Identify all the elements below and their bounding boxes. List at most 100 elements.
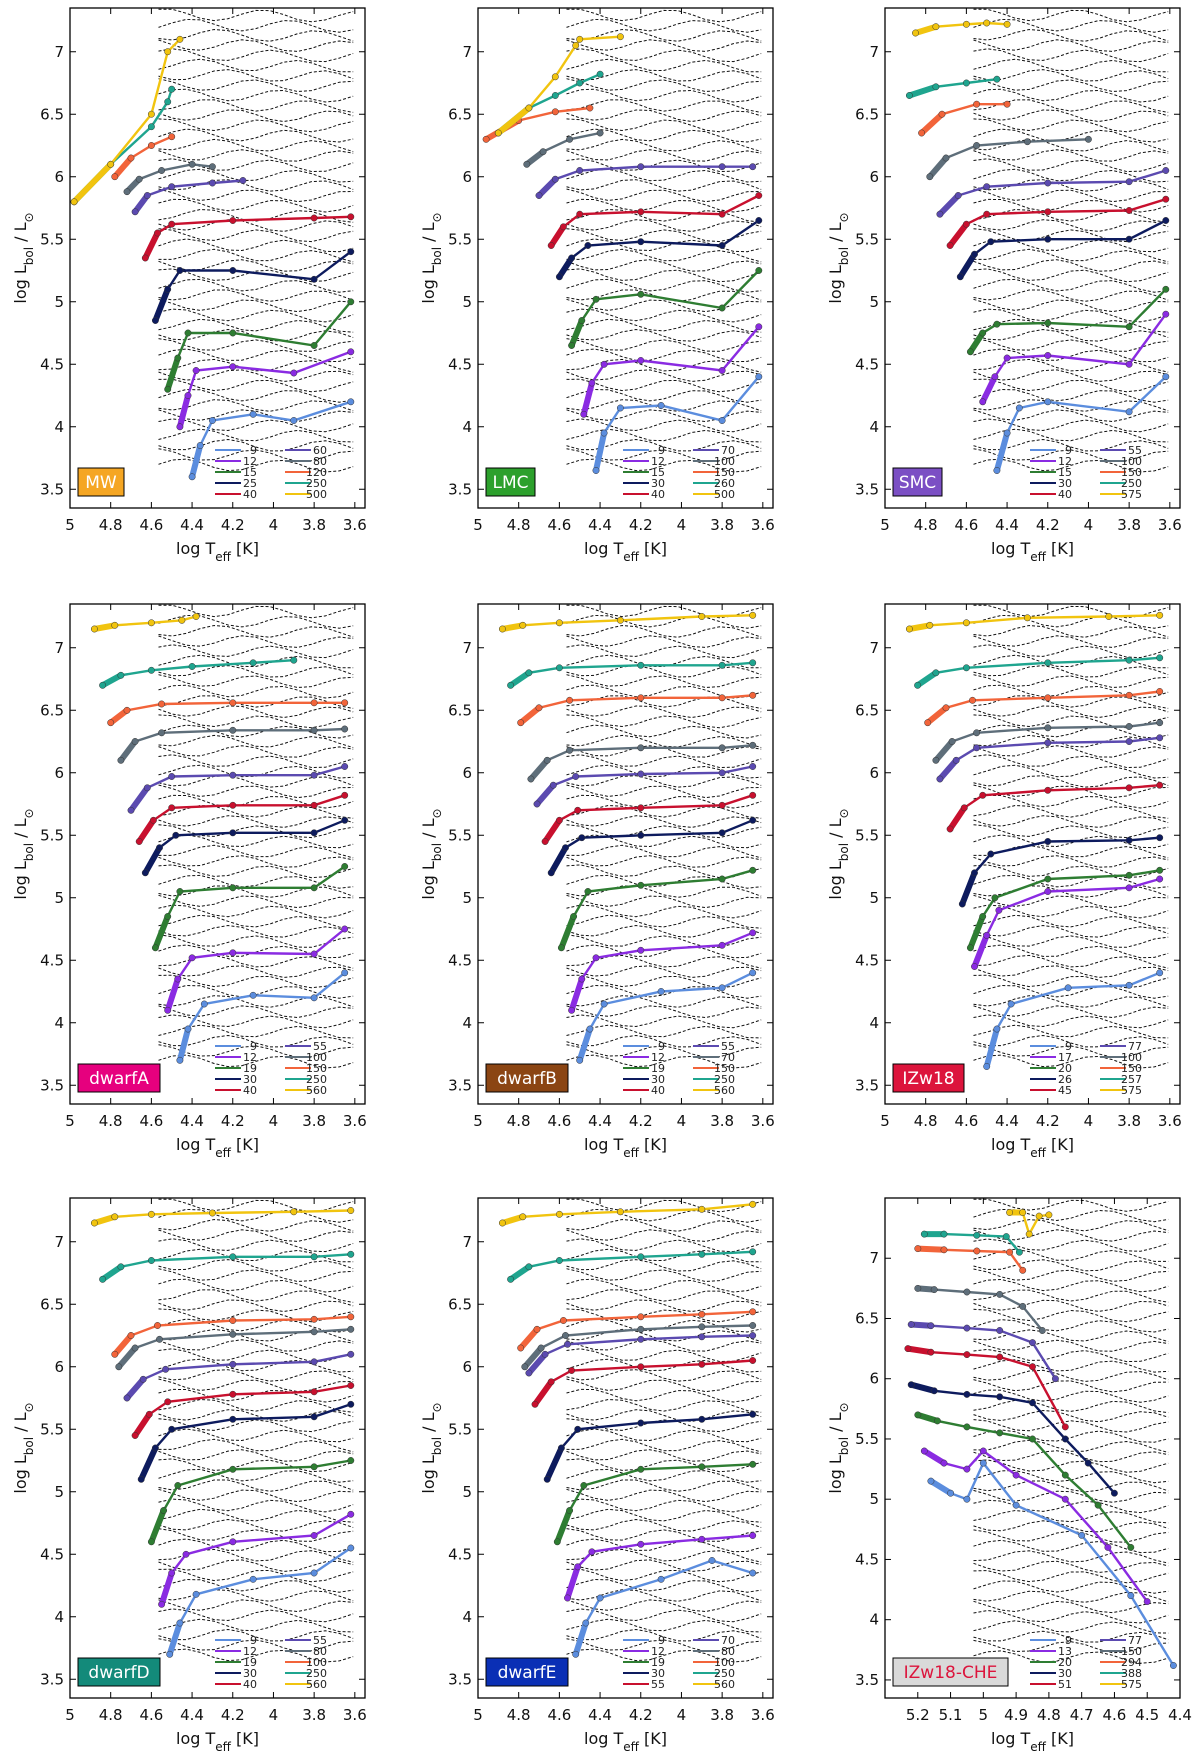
track-point <box>178 616 186 624</box>
legend-label: 575 <box>1121 1678 1142 1691</box>
track-point <box>539 148 547 156</box>
x-tick-label: 4.6 <box>547 1706 571 1724</box>
track-point <box>1023 138 1031 146</box>
track-point <box>969 696 976 704</box>
dashed-line <box>158 1005 354 1019</box>
y-tick-label: 7 <box>54 639 64 657</box>
y-label-tail: / L <box>419 818 438 843</box>
track-point <box>90 1219 98 1227</box>
track-point <box>141 254 149 262</box>
dashed-line <box>158 369 354 382</box>
dashed-line <box>973 924 1169 938</box>
dashed-line <box>566 1339 762 1352</box>
y-label-sun: ⊙ <box>22 212 36 222</box>
y-label-tail: / L <box>11 1412 30 1437</box>
dashed-line <box>158 188 354 203</box>
dashed-line <box>158 914 354 929</box>
track-start-15 <box>967 330 986 355</box>
track-point <box>341 969 349 977</box>
track-point <box>229 1465 237 1473</box>
track-point <box>535 704 543 712</box>
track-point <box>184 1025 192 1033</box>
dashed-line <box>566 109 762 123</box>
track-point <box>940 1246 948 1254</box>
track-point <box>347 1250 355 1258</box>
y-label-tail: / L <box>11 818 30 843</box>
track-point <box>1044 875 1052 883</box>
track-point <box>637 1465 645 1473</box>
y-tick-label: 5 <box>462 1483 472 1501</box>
y-label-tail: / L <box>826 222 845 247</box>
panel-dwarfb: 5 4.8 4.6 4.4 4.2 4 3.8 3.6 3.5 4 4.5 5 5.5 6 6.5 7 log … <box>419 603 775 1160</box>
x-tick-label: 4 <box>677 516 687 534</box>
track-point <box>164 385 172 393</box>
track-point <box>946 825 954 833</box>
track-point <box>498 1219 506 1227</box>
track-point <box>996 1290 1004 1298</box>
track-point <box>996 1353 1004 1361</box>
dashed-line <box>566 8 762 23</box>
dashed-line <box>566 48 762 63</box>
track-point <box>229 267 237 274</box>
y-tick-label: 7 <box>54 1233 64 1251</box>
dashed-line <box>566 1449 762 1462</box>
track-point <box>698 1205 706 1213</box>
legend-label: 40 <box>651 1084 665 1097</box>
dashed-line <box>158 1578 354 1593</box>
panel-dwarfd: 5 4.8 4.6 4.4 4.2 4 3.8 3.6 3.5 4 4.5 5 5.5 6 6.5 7 log … <box>11 1197 367 1754</box>
x-axis-label: log Teff [K] <box>991 1135 1074 1160</box>
dashed-line <box>566 824 762 839</box>
track-point <box>310 699 318 707</box>
track-point <box>533 1325 541 1333</box>
track-point <box>698 1535 706 1543</box>
x-tick-label: 4 <box>1084 516 1094 534</box>
y-label-main: log L <box>419 861 438 899</box>
y-tick-label: 3.5 <box>855 1076 879 1094</box>
track-point <box>347 1544 355 1552</box>
track-point <box>718 163 726 171</box>
track-point <box>993 1025 1001 1033</box>
track-point <box>145 1410 153 1418</box>
dashed-line <box>158 1488 354 1503</box>
dashed-line <box>566 1289 762 1303</box>
track-point <box>123 706 131 714</box>
track-point <box>160 1507 168 1514</box>
track-point <box>920 1230 928 1238</box>
dashed-line <box>973 1399 1169 1414</box>
dashed-line <box>973 1054 1169 1069</box>
track-point <box>616 33 624 41</box>
track-point <box>718 801 726 809</box>
track-start-100 <box>926 155 949 180</box>
legend-label: 560 <box>714 1678 735 1691</box>
track-point <box>979 398 987 406</box>
track-point <box>749 741 757 749</box>
track-point <box>290 369 298 377</box>
track-point <box>578 317 586 324</box>
track-point <box>147 1257 155 1264</box>
track-point <box>905 92 913 99</box>
x-tick-label: 4.4 <box>995 1112 1019 1130</box>
x-tick-label: 5 <box>979 1706 989 1724</box>
track-start-9 <box>576 1026 593 1064</box>
track-55 <box>939 169 1167 216</box>
legend-label: 70 <box>721 1051 735 1064</box>
dashed-line <box>158 1498 354 1513</box>
y-tick-label: 7 <box>869 639 879 657</box>
track-point <box>229 771 237 779</box>
dashed-line <box>973 1580 1169 1594</box>
track-point <box>1029 1339 1036 1347</box>
dashed-line <box>973 198 1169 213</box>
track-13 <box>923 1449 1149 1603</box>
dashed-line <box>973 1299 1169 1312</box>
track-point <box>158 167 166 174</box>
track-point <box>1125 656 1133 664</box>
track-start-12 <box>568 976 585 1014</box>
track-point <box>749 969 757 977</box>
track-point <box>184 329 192 337</box>
dashed-line <box>973 1339 1169 1352</box>
track-point <box>149 816 157 824</box>
track-point <box>70 198 78 206</box>
track-start-45 <box>947 804 968 832</box>
dashed-line <box>566 924 762 938</box>
